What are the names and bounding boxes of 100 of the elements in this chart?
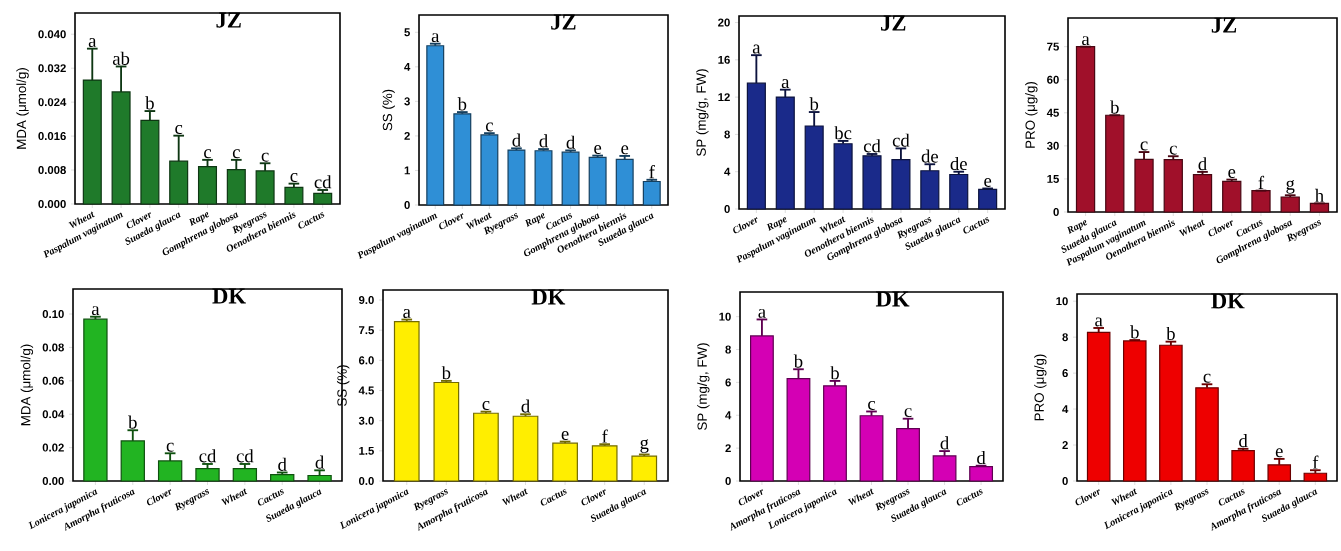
y-tick-label: 4 — [404, 62, 411, 71]
annotation: e — [1228, 169, 1236, 178]
y-tick-label: 0.008 — [38, 166, 66, 175]
y-tick-label: 4 — [1062, 405, 1069, 413]
bar — [949, 173, 969, 210]
bar — [591, 445, 618, 482]
annotation: bc — [834, 126, 852, 140]
y-tick-label: 8 — [724, 130, 730, 139]
bar — [393, 320, 420, 482]
y-tick-label: 4 — [724, 167, 731, 176]
x-tick-label: Wheat — [221, 488, 248, 506]
annotation: b — [1130, 325, 1139, 339]
annotation: de — [950, 156, 967, 171]
x-tick-label: Rape — [188, 212, 210, 227]
y-axis-title: PRO (μg/g) — [1034, 354, 1047, 421]
bar — [642, 180, 661, 206]
annotation: ab — [112, 51, 130, 65]
chart-title: JZ — [1211, 17, 1237, 33]
y-tick-label: 9.0 — [358, 296, 374, 305]
y-tick-label: 0.032 — [38, 64, 66, 73]
bar — [1195, 387, 1219, 482]
y-tick-label: 0.024 — [38, 98, 67, 107]
bar — [453, 113, 472, 206]
annotation: d — [521, 399, 530, 413]
bar — [859, 415, 884, 482]
x-tick-label: Clover — [738, 489, 763, 506]
y-tick-label: 6 — [1062, 369, 1068, 378]
annotation: b — [457, 97, 467, 111]
annotation: cd — [236, 449, 254, 463]
y-axis-title: SP (mg/g, FW) — [697, 343, 710, 430]
y-tick-label: 1.5 — [359, 446, 374, 455]
y-axis-title: MDA (μmol/g) — [20, 344, 34, 426]
y-tick-label: 0.016 — [38, 132, 66, 141]
x-tick-label: Wheat — [1111, 488, 1138, 506]
x-tick-label: Cactus — [546, 213, 573, 230]
annotation: a — [88, 38, 97, 48]
chart-title: DK — [875, 291, 910, 307]
x-tick-label: Cactus — [540, 489, 567, 506]
x-tick-label: Wheat — [819, 216, 846, 234]
bar — [313, 192, 333, 205]
bar — [1309, 202, 1330, 213]
y-tick-label: 7.5 — [359, 326, 374, 335]
bar — [1251, 190, 1271, 213]
y-tick-label: 60 — [1047, 75, 1059, 84]
y-tick-label: 0.04 — [42, 410, 65, 419]
annotation: g — [1286, 180, 1295, 194]
annotation: c — [261, 152, 269, 162]
bar — [978, 188, 998, 210]
annotation: h — [1314, 188, 1324, 202]
annotation: a — [403, 309, 411, 318]
y-tick-label: 4.5 — [358, 386, 374, 395]
annotation: de — [921, 149, 938, 163]
y-tick-label: 1 — [404, 166, 410, 175]
y-tick-label: 0.000 — [38, 200, 66, 208]
y-tick-label: 10 — [719, 312, 731, 321]
bar — [480, 134, 499, 206]
y-tick-label: 8 — [725, 345, 731, 354]
x-tick-label: Wheat — [1178, 219, 1205, 237]
annotation: d — [940, 436, 950, 450]
y-axis-title: SS (%) — [336, 365, 350, 407]
bar — [588, 156, 607, 206]
annotation: cd — [863, 139, 881, 153]
bar — [433, 381, 460, 482]
chart-title: JZ — [216, 12, 241, 28]
bar — [534, 150, 553, 206]
bar — [307, 474, 332, 482]
x-tick-label: Clover — [733, 217, 758, 234]
bar — [195, 468, 220, 482]
bar — [232, 468, 258, 482]
bar — [426, 45, 445, 206]
chart-title: DK — [1211, 293, 1245, 309]
bar — [552, 442, 578, 482]
y-axis-title: SP (mg/g, FW) — [696, 69, 709, 156]
x-tick-label: Clover — [1208, 220, 1233, 237]
y-tick-label: 8 — [1062, 333, 1068, 342]
bar — [1105, 114, 1125, 213]
annotation: a — [91, 306, 100, 316]
annotation: e — [984, 177, 992, 187]
x-tick-label: Rape — [1066, 220, 1088, 235]
bar — [969, 465, 994, 482]
annotation: cd — [199, 449, 217, 463]
y-tick-label: 5 — [404, 28, 410, 37]
annotation: e — [621, 145, 629, 155]
y-tick-label: 4 — [725, 411, 732, 420]
bar — [1163, 158, 1183, 213]
bar — [83, 318, 108, 482]
x-tick-label: Clover — [581, 489, 606, 506]
x-tick-label: Clover — [126, 212, 151, 229]
bar — [1159, 344, 1183, 482]
bar — [1231, 450, 1255, 482]
annotation: a — [431, 33, 440, 43]
annotation: c — [1169, 145, 1177, 155]
annotation: c — [175, 125, 183, 135]
annotation: a — [1095, 317, 1103, 327]
y-tick-label: 6 — [725, 378, 731, 387]
bar — [932, 455, 957, 482]
annotation: d — [1198, 157, 1207, 171]
annotation: a — [752, 44, 761, 54]
bar — [862, 155, 882, 210]
bar — [833, 143, 853, 210]
